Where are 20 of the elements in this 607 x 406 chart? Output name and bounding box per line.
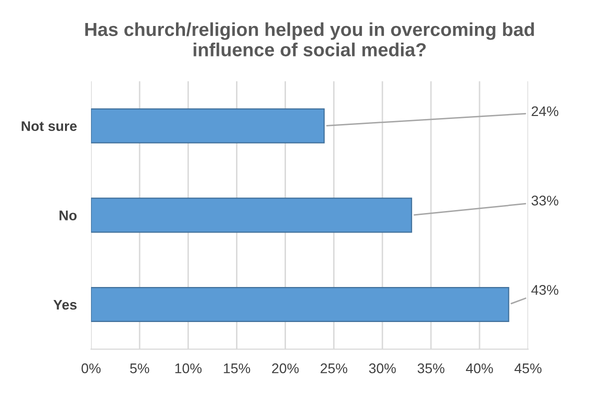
bar bbox=[91, 108, 325, 144]
x-tick-label: 0% bbox=[82, 363, 101, 374]
chart-title: Has church/religion helped you in overcoming bad influence of social media? bbox=[85, 22, 534, 56]
x-tick-label: 35% bbox=[418, 363, 444, 374]
bar bbox=[91, 286, 510, 322]
y-tick-label: No bbox=[60, 210, 77, 220]
x-tick-label: 5% bbox=[130, 363, 150, 374]
data-label: 43% bbox=[531, 284, 558, 295]
bar bbox=[91, 198, 412, 233]
x-tick-label: 45% bbox=[514, 363, 542, 374]
x-tick-label: 40% bbox=[466, 363, 493, 374]
x-tick-label: 20% bbox=[272, 363, 299, 374]
x-tick-label: 10% bbox=[175, 363, 202, 374]
x-tick-label: 25% bbox=[320, 363, 348, 374]
data-label: 33% bbox=[532, 196, 558, 206]
y-tick-label: Not sure bbox=[22, 121, 77, 132]
x-tick-label: 15% bbox=[224, 363, 250, 374]
y-tick-label: Yes bbox=[53, 300, 77, 310]
data-label: 24% bbox=[532, 106, 558, 116]
x-tick-label: 30% bbox=[369, 363, 396, 374]
